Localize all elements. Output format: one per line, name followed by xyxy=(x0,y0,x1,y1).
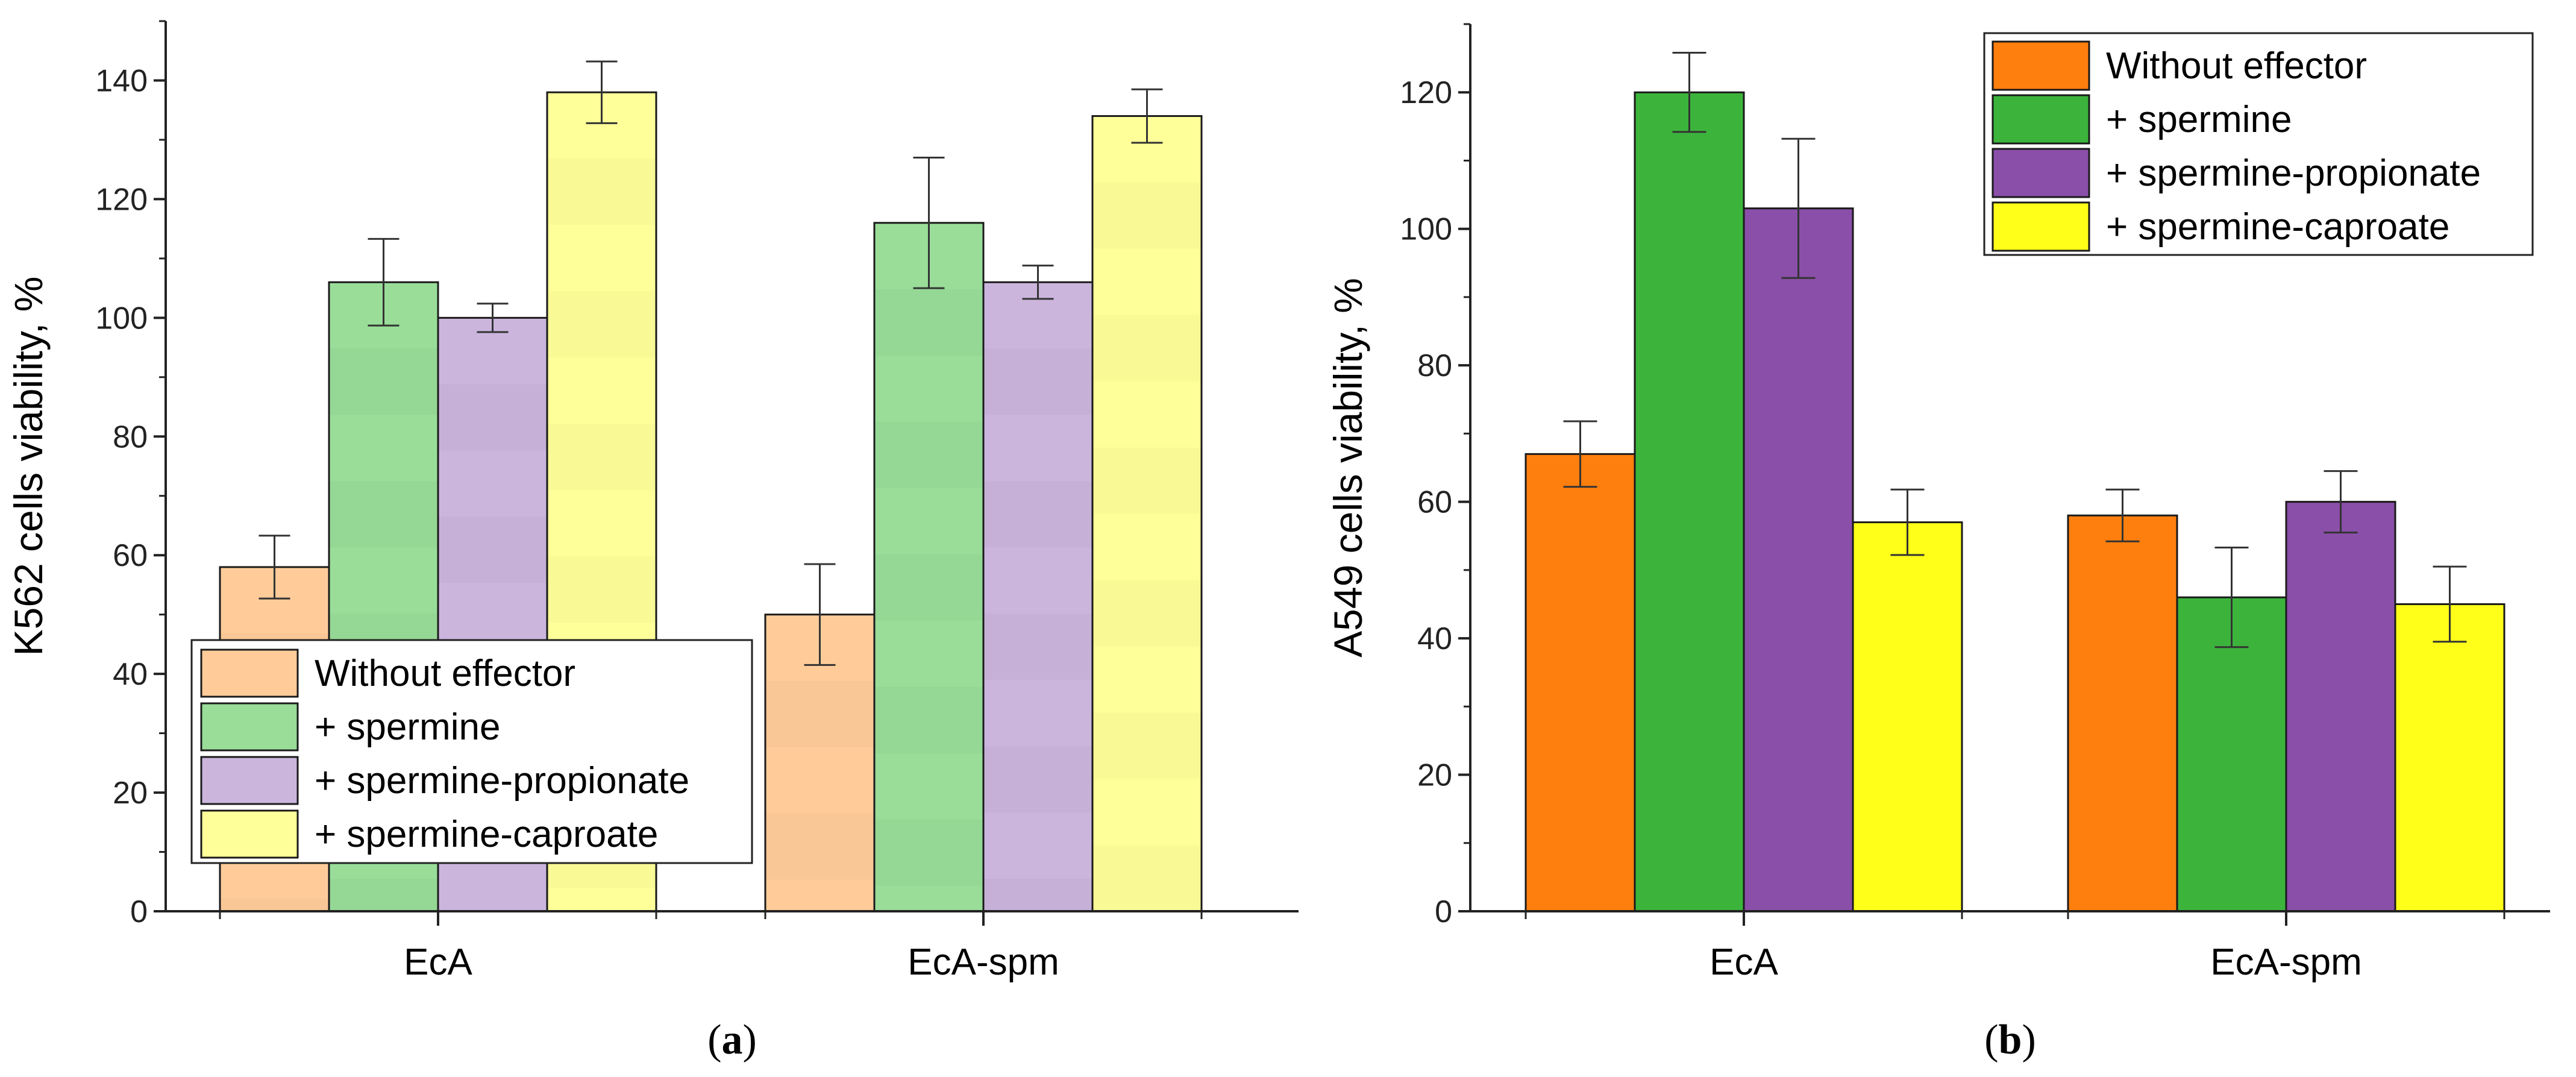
bar-shading xyxy=(548,291,656,357)
y-tick-label: 40 xyxy=(1417,621,1452,656)
bar-shading xyxy=(548,556,656,623)
legend-label: + spermine xyxy=(315,706,500,748)
bar xyxy=(2067,514,2178,912)
y-tick-label: 0 xyxy=(130,894,148,929)
bar-shading xyxy=(985,879,1092,911)
bar-shading xyxy=(876,687,983,753)
sub-caption-letter: a xyxy=(722,1017,743,1063)
bar xyxy=(982,281,1094,912)
bar-shading xyxy=(439,517,547,583)
bar-shading xyxy=(876,554,983,621)
chart-panel-a: 0 20 40 60 80 100 120 140 EcA EcA-spm K562 cells v… xyxy=(6,20,1299,1063)
bar-shading xyxy=(876,422,983,488)
sub-caption-close: ) xyxy=(743,1017,757,1063)
bar-shading xyxy=(985,746,1092,812)
bar xyxy=(1743,207,1854,912)
legend: Without effector + spermine + spermine-pro… xyxy=(1983,32,2534,256)
bar-shading xyxy=(221,899,328,911)
bar-shading xyxy=(330,348,437,415)
bar xyxy=(1525,453,1636,912)
y-tick-label: 0 xyxy=(1435,894,1452,929)
legend-swatch xyxy=(1992,201,2090,252)
sub-caption: (b) xyxy=(1984,1017,2036,1063)
y-tick-label: 100 xyxy=(95,301,148,336)
legend: Without effector + spermine + spermine-pro… xyxy=(190,639,753,864)
legend-label: Without effector xyxy=(2106,45,2367,87)
legend-swatch xyxy=(1992,148,2090,198)
bar-shading xyxy=(330,481,437,547)
sub-caption-open: ( xyxy=(707,1017,721,1063)
x-category-label: EcA-spm xyxy=(2210,941,2361,983)
bar-shading xyxy=(548,424,656,490)
bar-shading xyxy=(985,481,1092,547)
legend-swatch xyxy=(200,809,299,859)
x-category-label: EcA-spm xyxy=(907,941,1059,983)
sub-caption: (a) xyxy=(707,1017,757,1063)
y-tick-label: 80 xyxy=(113,419,148,454)
bar-shading xyxy=(548,159,656,225)
legend-label: + spermine xyxy=(2106,99,2292,140)
chart-panel-b: 0 20 40 60 80 100 120 EcA EcA-spm A549 cells viab… xyxy=(1326,23,2550,1063)
legend-swatch xyxy=(1992,94,2090,145)
sub-caption-close: ) xyxy=(2022,1017,2035,1063)
legend-label: + spermine-caproate xyxy=(2106,206,2449,248)
bar-shading xyxy=(985,614,1092,680)
sub-caption-letter: b xyxy=(1999,1017,2022,1063)
bar-shading xyxy=(439,384,547,450)
bar xyxy=(1852,521,1963,912)
bar-shading xyxy=(876,289,983,356)
y-tick-label: 140 xyxy=(95,63,148,98)
sub-caption-open: ( xyxy=(1984,1017,1998,1063)
y-tick-label: 60 xyxy=(113,538,148,573)
bar-shading xyxy=(1094,183,1201,249)
legend-swatch xyxy=(200,756,299,805)
y-tick-label: 80 xyxy=(1417,348,1452,383)
y-tick-label: 20 xyxy=(113,776,148,811)
bar xyxy=(2176,596,2287,912)
bar xyxy=(1634,91,1745,912)
bar-shading xyxy=(766,681,874,747)
y-axis-title: K562 cells viability, % xyxy=(6,277,51,656)
y-tick-label: 100 xyxy=(1400,212,1452,247)
legend-label: + spermine-propionate xyxy=(2106,152,2481,194)
y-tick-label: 40 xyxy=(113,657,148,692)
y-tick-label: 120 xyxy=(95,182,148,217)
bar-shading xyxy=(330,879,437,911)
x-category-label: EcA xyxy=(1709,941,1778,983)
bar-shading xyxy=(985,348,1092,415)
bar-shading xyxy=(1094,580,1201,647)
bar-shading xyxy=(1094,713,1201,779)
x-category-label: EcA xyxy=(404,941,472,983)
legend-label: + spermine-caproate xyxy=(315,814,658,855)
legend-label: + spermine-propionate xyxy=(315,760,689,802)
legend-swatch xyxy=(1992,40,2090,91)
y-tick-label: 120 xyxy=(1400,75,1452,110)
y-axis-title: A549 cells viability, % xyxy=(1326,278,1370,658)
bar xyxy=(1091,115,1203,912)
bar-shading xyxy=(766,814,874,880)
bar-shading xyxy=(1094,846,1201,911)
bar-shading xyxy=(876,820,983,886)
legend-swatch xyxy=(200,648,299,698)
bar-shading xyxy=(1094,448,1201,514)
bar xyxy=(2285,501,2396,912)
legend-label: Without effector xyxy=(315,653,575,694)
y-tick-label: 60 xyxy=(1417,485,1452,520)
bar-shading xyxy=(1094,315,1201,382)
legend-swatch xyxy=(200,702,299,752)
bar xyxy=(2394,603,2505,912)
y-tick-label: 20 xyxy=(1417,758,1452,793)
